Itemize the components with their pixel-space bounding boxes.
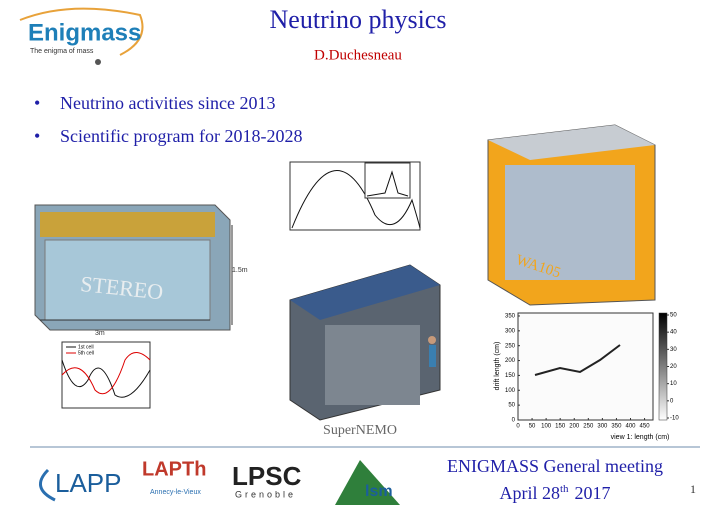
partner-logo: lsm bbox=[365, 483, 393, 500]
supernemo-panel bbox=[325, 325, 420, 405]
partner-logo: LAPP bbox=[55, 468, 122, 498]
meeting-date: April 28th 2017 bbox=[499, 483, 610, 504]
spectrum-plot bbox=[289, 161, 421, 231]
curve bbox=[366, 170, 409, 197]
y-tick-label: 250 bbox=[505, 343, 516, 349]
wa105-inner bbox=[505, 165, 635, 280]
colorbar-tick-label: 20 bbox=[670, 364, 677, 370]
plot-frame bbox=[517, 312, 654, 421]
bullet-dot: • bbox=[34, 93, 40, 113]
supernemo-top bbox=[290, 265, 440, 320]
logo-swoosh bbox=[19, 7, 144, 56]
meeting-name: ENIGMASS General meeting bbox=[447, 456, 663, 476]
author: D.Duchesneau bbox=[314, 47, 402, 63]
date-sup: th bbox=[560, 483, 569, 495]
colorbar bbox=[658, 312, 668, 421]
partner-logo-sub: Annecy-le-Vieux bbox=[150, 489, 201, 496]
x-tick-label: 100 bbox=[541, 424, 552, 430]
page-number: 1 bbox=[690, 482, 696, 496]
y-tick-label: 300 bbox=[505, 328, 516, 334]
legend-label: 5th cell bbox=[78, 350, 94, 356]
bullet-dot: • bbox=[34, 126, 40, 146]
drift-plot: drift length (cm) view 1: length (cm) 0 5… bbox=[494, 312, 679, 441]
y-tick-label: 350 bbox=[505, 314, 516, 320]
dim-label: 1.5m bbox=[232, 267, 248, 274]
stereo-image: 1.5m 3m STEREO bbox=[34, 204, 248, 337]
inset bbox=[364, 162, 411, 199]
x-tick-label: 450 bbox=[640, 424, 651, 430]
partner-logo: LAPTh bbox=[142, 458, 206, 480]
x-tick-label: 150 bbox=[555, 424, 566, 430]
track bbox=[534, 344, 621, 376]
partner-logo: LPSC bbox=[232, 461, 302, 491]
x-axis-label: view 1: length (cm) bbox=[611, 434, 670, 441]
x-tick-label: 50 bbox=[529, 424, 536, 430]
colorbar-tick-label: -10 bbox=[670, 416, 679, 422]
oscillation-plot: 1st cell 5th cell bbox=[61, 341, 151, 409]
y-tick-label: 150 bbox=[505, 373, 516, 379]
wa105-top bbox=[488, 125, 655, 160]
person bbox=[428, 336, 436, 344]
y-tick-label: 200 bbox=[505, 358, 516, 364]
x-tick-label: 400 bbox=[625, 424, 636, 430]
x-tick-label: 300 bbox=[597, 424, 608, 430]
partner-logo-sub: Grenoble bbox=[235, 489, 296, 499]
logo-name: Enigmass bbox=[28, 19, 141, 46]
partner-logos: LAPP LAPTh Annecy-le-Vieux LPSC Grenoble… bbox=[39, 458, 400, 505]
x-tick-label: 200 bbox=[569, 424, 580, 430]
wa105-image: WA105 bbox=[487, 124, 656, 306]
y-tick-label: 0 bbox=[512, 418, 516, 424]
y-tick-label: 100 bbox=[505, 388, 516, 394]
y-tick-label: 50 bbox=[508, 403, 515, 409]
curve bbox=[291, 170, 421, 229]
colorbar-tick-label: 0 bbox=[670, 398, 674, 404]
enigmass-logo: Enigmass The enigma of mass bbox=[19, 7, 144, 65]
legend-label: 1st cell bbox=[78, 344, 94, 350]
date: April 28 bbox=[499, 483, 560, 503]
bullet: Scientific program for 2018-2028 bbox=[60, 126, 302, 146]
bullet: Neutrino activities since 2013 bbox=[60, 93, 275, 113]
logo-arc bbox=[39, 468, 56, 502]
colorbar-tick-label: 50 bbox=[670, 313, 677, 319]
person bbox=[429, 345, 436, 367]
y-axis-label: drift length (cm) bbox=[494, 342, 501, 391]
logo-dot bbox=[95, 59, 101, 65]
x-tick-label: 350 bbox=[611, 424, 622, 430]
colorbar-tick-label: 30 bbox=[670, 347, 677, 353]
colorbar-tick-label: 40 bbox=[670, 330, 677, 336]
year: 2017 bbox=[575, 483, 611, 503]
x-tick-label: 0 bbox=[516, 424, 520, 430]
logo-tagline: The enigma of mass bbox=[30, 48, 94, 55]
colorbar-tick-label: 10 bbox=[670, 381, 677, 387]
curve bbox=[61, 359, 151, 398]
stereo-top bbox=[40, 212, 215, 237]
slide-title: Neutrino physics bbox=[270, 5, 447, 34]
lsm-mountain bbox=[335, 460, 400, 505]
x-tick-label: 250 bbox=[583, 424, 594, 430]
stereo-cells bbox=[44, 239, 211, 321]
curve bbox=[61, 352, 151, 395]
supernemo-label: SuperNEMO bbox=[323, 423, 397, 438]
supernemo-image bbox=[289, 264, 441, 421]
dim-label: 3m bbox=[95, 330, 105, 337]
